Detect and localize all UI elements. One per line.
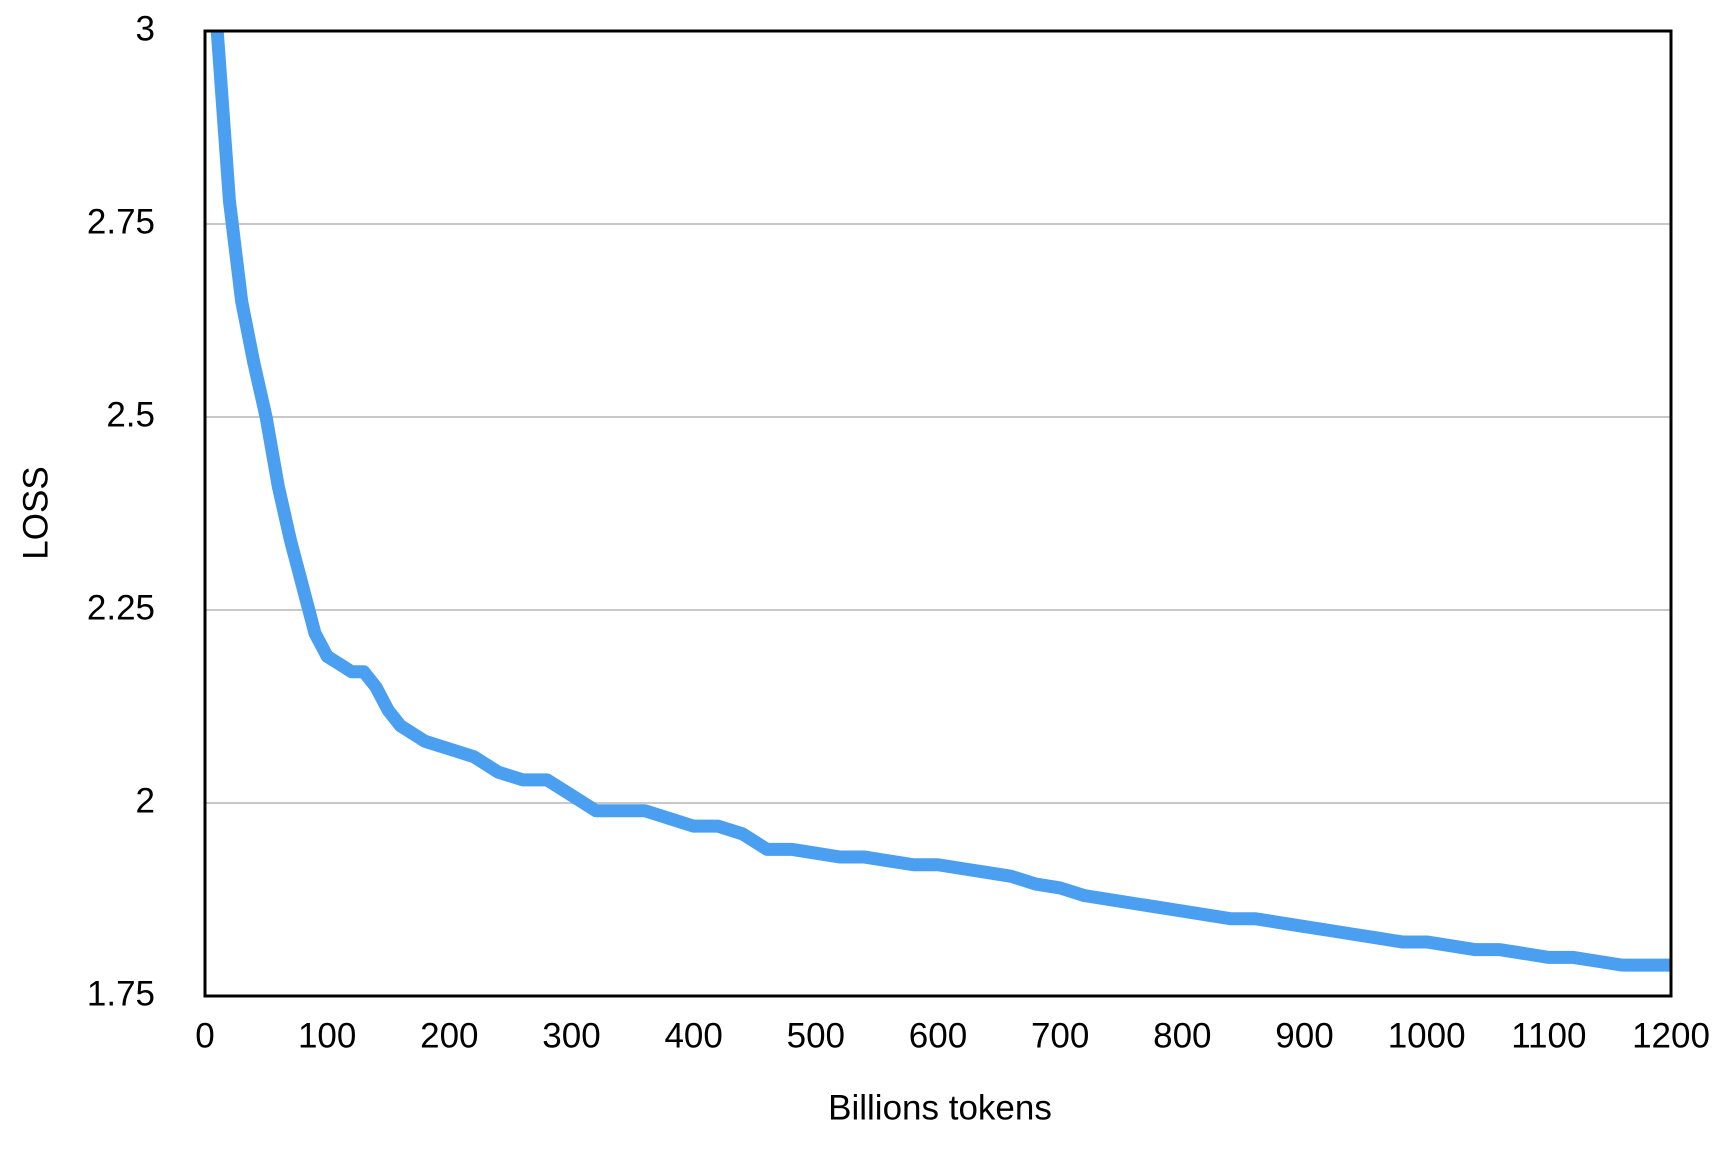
y-axis-label: LOSS: [16, 466, 55, 559]
x-tick-label: 1000: [1388, 1016, 1466, 1055]
y-tick-label: 3: [136, 9, 155, 48]
y-tick-label: 2: [136, 781, 155, 820]
x-tick-label: 700: [1031, 1016, 1089, 1055]
x-tick-label: 0: [195, 1016, 214, 1055]
x-axis-label: Billions tokens: [828, 1088, 1052, 1127]
y-tick-label: 2.5: [106, 395, 155, 434]
x-tick-label: 900: [1275, 1016, 1333, 1055]
x-tick-label: 500: [787, 1016, 845, 1055]
x-tick-label: 400: [664, 1016, 722, 1055]
x-tick-label: 800: [1153, 1016, 1211, 1055]
plot-frame: [203, 29, 1673, 998]
line: [210, 30, 1671, 972]
x-tick-label: 100: [298, 1016, 356, 1055]
y-tick-label: 1.75: [87, 974, 155, 1013]
x-tick-label: 1100: [1511, 1016, 1586, 1055]
y-tick-label: 2.25: [87, 588, 155, 627]
x-tick-label: 1200: [1632, 1016, 1710, 1055]
y-tick-label: 2.75: [87, 202, 155, 241]
x-tick-label: 300: [542, 1016, 600, 1055]
x-tick-label: 200: [420, 1016, 478, 1055]
x-tick-label: 600: [909, 1016, 967, 1055]
